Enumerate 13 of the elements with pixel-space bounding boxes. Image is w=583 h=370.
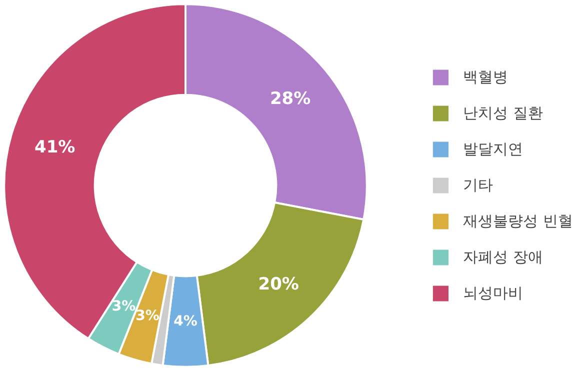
data-label: 28% — [270, 88, 311, 109]
legend-label: 자폐성 장애 — [463, 248, 543, 266]
legend-label: 난치성 질환 — [463, 104, 543, 122]
legend-label: 기타 — [463, 176, 494, 194]
data-label: 20% — [258, 274, 299, 295]
data-label: 4% — [174, 314, 198, 330]
legend-label: 백혈병 — [463, 68, 508, 86]
data-label: 41% — [34, 138, 76, 158]
legend-label: 뇌성마비 — [463, 284, 524, 302]
data-label: 3% — [136, 308, 160, 324]
legend-label: 발달지연 — [463, 140, 524, 158]
data-label: 3% — [112, 298, 136, 315]
legend-label: 재생불량성 빈혈 — [463, 212, 573, 230]
